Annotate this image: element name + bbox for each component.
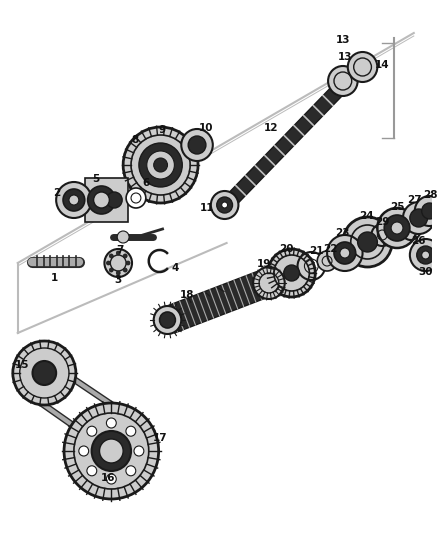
- Text: 12: 12: [264, 123, 278, 133]
- Circle shape: [154, 306, 181, 334]
- Text: 14: 14: [375, 60, 389, 70]
- Circle shape: [403, 202, 434, 234]
- Circle shape: [56, 182, 92, 218]
- Text: 23: 23: [336, 228, 350, 238]
- Circle shape: [410, 209, 427, 227]
- Circle shape: [123, 127, 198, 203]
- Circle shape: [284, 265, 300, 281]
- Circle shape: [117, 231, 129, 243]
- Text: 7: 7: [117, 245, 124, 255]
- Text: 13: 13: [338, 52, 352, 62]
- Polygon shape: [165, 270, 271, 333]
- Circle shape: [415, 196, 438, 226]
- Circle shape: [79, 446, 88, 456]
- Circle shape: [340, 248, 350, 258]
- Text: 6: 6: [142, 178, 149, 188]
- Circle shape: [410, 239, 438, 271]
- Circle shape: [87, 466, 97, 476]
- Text: 1: 1: [50, 273, 58, 283]
- Circle shape: [99, 439, 123, 463]
- Bar: [85, 178, 128, 222]
- Circle shape: [217, 197, 233, 213]
- Circle shape: [147, 151, 174, 179]
- Circle shape: [69, 195, 79, 205]
- Circle shape: [63, 189, 85, 211]
- Circle shape: [106, 192, 122, 208]
- Text: 13: 13: [336, 35, 350, 45]
- Circle shape: [134, 446, 144, 456]
- Circle shape: [123, 254, 127, 258]
- Text: 21: 21: [309, 246, 324, 256]
- Circle shape: [110, 268, 113, 272]
- Circle shape: [13, 341, 76, 405]
- Circle shape: [348, 52, 378, 82]
- Text: 20: 20: [279, 244, 294, 254]
- Circle shape: [422, 203, 438, 219]
- Text: 9: 9: [159, 125, 166, 135]
- Text: 15: 15: [14, 360, 29, 370]
- Circle shape: [343, 217, 392, 267]
- Circle shape: [87, 426, 97, 436]
- Circle shape: [110, 254, 113, 258]
- Circle shape: [188, 136, 206, 154]
- Circle shape: [317, 251, 337, 271]
- Polygon shape: [224, 73, 355, 208]
- Text: 10: 10: [199, 123, 213, 133]
- Circle shape: [88, 186, 115, 214]
- Circle shape: [126, 261, 130, 265]
- Circle shape: [64, 403, 159, 499]
- Circle shape: [92, 431, 131, 471]
- Circle shape: [126, 188, 146, 208]
- Circle shape: [181, 129, 213, 161]
- Circle shape: [222, 202, 228, 208]
- Circle shape: [32, 361, 56, 385]
- Circle shape: [268, 249, 315, 297]
- Text: 24: 24: [359, 211, 374, 221]
- Circle shape: [334, 242, 356, 264]
- Text: 17: 17: [153, 433, 168, 443]
- Circle shape: [126, 426, 136, 436]
- Text: 29: 29: [375, 217, 389, 227]
- Text: 27: 27: [407, 195, 422, 205]
- Text: 2: 2: [53, 188, 61, 198]
- Text: 11: 11: [200, 203, 214, 213]
- Circle shape: [139, 143, 182, 187]
- Text: 4: 4: [172, 263, 179, 273]
- Text: 26: 26: [411, 236, 426, 246]
- Circle shape: [211, 191, 238, 219]
- Text: 8: 8: [131, 135, 138, 145]
- Circle shape: [391, 222, 403, 234]
- Circle shape: [328, 66, 358, 96]
- Text: 16: 16: [101, 473, 116, 483]
- Text: 5: 5: [92, 174, 99, 184]
- Circle shape: [154, 158, 167, 172]
- Circle shape: [253, 267, 285, 299]
- Circle shape: [126, 466, 136, 476]
- Text: 18: 18: [180, 290, 194, 300]
- Circle shape: [106, 418, 116, 428]
- Circle shape: [123, 268, 127, 272]
- Circle shape: [94, 192, 110, 208]
- Text: 28: 28: [423, 190, 438, 200]
- Circle shape: [384, 215, 410, 241]
- Circle shape: [106, 261, 110, 265]
- Text: 25: 25: [390, 202, 404, 212]
- Circle shape: [116, 251, 120, 255]
- Circle shape: [417, 246, 434, 264]
- Circle shape: [327, 235, 363, 271]
- Circle shape: [378, 208, 417, 248]
- Circle shape: [159, 312, 175, 328]
- Circle shape: [104, 249, 132, 277]
- Circle shape: [422, 251, 430, 259]
- Text: 30: 30: [418, 267, 433, 277]
- Text: 3: 3: [115, 275, 122, 285]
- Text: 22: 22: [323, 244, 337, 254]
- Text: 19: 19: [257, 259, 271, 269]
- Circle shape: [106, 474, 116, 484]
- Circle shape: [358, 232, 378, 252]
- Circle shape: [116, 271, 120, 275]
